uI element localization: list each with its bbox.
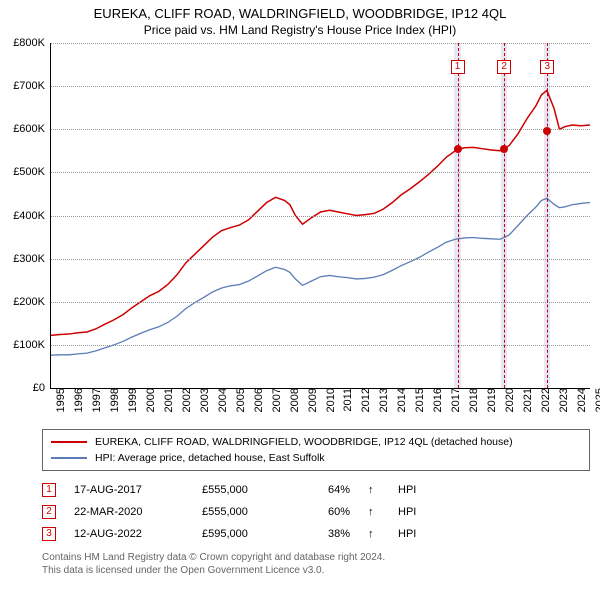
x-axis-label: 2005 — [231, 388, 247, 412]
transaction-table: 1 17-AUG-2017 £555,000 64% ↑ HPI 2 22-MAR-2020 £… — [42, 479, 590, 545]
marker-vline — [458, 43, 459, 388]
transaction-pct: 60% — [310, 506, 350, 518]
legend-swatch-hpi — [51, 457, 87, 459]
transaction-marker-box: 2 — [497, 60, 511, 74]
price-chart: £0£100K£200K£300K£400K£500K£600K£700K£80… — [50, 43, 590, 389]
transaction-date: 22-MAR-2020 — [74, 506, 184, 518]
x-axis-label: 2013 — [374, 388, 390, 412]
x-axis-label: 2020 — [500, 388, 516, 412]
gridline-h — [51, 259, 590, 260]
x-axis-label: 2008 — [285, 388, 301, 412]
arrow-up-icon: ↑ — [368, 506, 380, 518]
x-axis-label: 2002 — [177, 388, 193, 412]
transaction-dot — [543, 127, 551, 135]
transaction-price: £595,000 — [202, 528, 292, 540]
x-axis-label: 2025 — [590, 388, 600, 412]
transaction-index-box: 1 — [42, 483, 56, 497]
transaction-date: 12-AUG-2022 — [74, 528, 184, 540]
legend-label-hpi: HPI: Average price, detached house, East… — [95, 452, 325, 464]
legend-label-subject: EUREKA, CLIFF ROAD, WALDRINGFIELD, WOODB… — [95, 436, 513, 448]
arrow-up-icon: ↑ — [368, 528, 380, 540]
gridline-h — [51, 216, 590, 217]
y-axis-label: £800K — [13, 37, 51, 49]
transaction-index-box: 2 — [42, 505, 56, 519]
y-axis-label: £700K — [13, 80, 51, 92]
x-axis-label: 2010 — [321, 388, 337, 412]
transaction-dot — [500, 145, 508, 153]
transaction-pct: 38% — [310, 528, 350, 540]
x-axis-label: 2021 — [518, 388, 534, 412]
x-axis-label: 2019 — [482, 388, 498, 412]
x-axis-label: 1995 — [51, 388, 67, 412]
x-axis-label: 1997 — [87, 388, 103, 412]
x-axis-label: 2004 — [213, 388, 229, 412]
chart-title: EUREKA, CLIFF ROAD, WALDRINGFIELD, WOODB… — [0, 6, 600, 21]
chart-container: EUREKA, CLIFF ROAD, WALDRINGFIELD, WOODB… — [0, 0, 600, 590]
y-axis-label: £0 — [33, 382, 51, 394]
x-axis-label: 2017 — [446, 388, 462, 412]
x-axis-label: 2007 — [267, 388, 283, 412]
y-axis-label: £400K — [13, 210, 51, 222]
x-axis-label: 2016 — [428, 388, 444, 412]
legend: EUREKA, CLIFF ROAD, WALDRINGFIELD, WOODB… — [42, 429, 590, 471]
y-axis-label: £600K — [13, 123, 51, 135]
transaction-marker-box: 1 — [451, 60, 465, 74]
y-axis-label: £100K — [13, 339, 51, 351]
x-axis-label: 1999 — [123, 388, 139, 412]
gridline-h — [51, 86, 590, 87]
gridline-h — [51, 43, 590, 44]
x-axis-label: 2006 — [249, 388, 265, 412]
x-axis-label: 2024 — [572, 388, 588, 412]
transaction-date: 17-AUG-2017 — [74, 484, 184, 496]
chart-subtitle: Price paid vs. HM Land Registry's House … — [0, 23, 600, 37]
transaction-dot — [454, 145, 462, 153]
transaction-relative-to: HPI — [398, 484, 416, 496]
transaction-index-box: 3 — [42, 527, 56, 541]
footnote-line-1: Contains HM Land Registry data © Crown c… — [42, 551, 590, 564]
y-axis-label: £200K — [13, 296, 51, 308]
x-axis-label: 1996 — [69, 388, 85, 412]
marker-vline — [504, 43, 505, 388]
x-axis-label: 2014 — [392, 388, 408, 412]
arrow-up-icon: ↑ — [368, 484, 380, 496]
x-axis-label: 2023 — [554, 388, 570, 412]
gridline-h — [51, 129, 590, 130]
series-hpi — [51, 198, 590, 355]
footnote: Contains HM Land Registry data © Crown c… — [42, 551, 590, 577]
legend-row-hpi: HPI: Average price, detached house, East… — [51, 450, 581, 466]
x-axis-label: 1998 — [105, 388, 121, 412]
footnote-line-2: This data is licensed under the Open Gov… — [42, 564, 590, 577]
transaction-pct: 64% — [310, 484, 350, 496]
x-axis-label: 2018 — [464, 388, 480, 412]
transaction-row: 1 17-AUG-2017 £555,000 64% ↑ HPI — [42, 479, 590, 501]
x-axis-label: 2000 — [141, 388, 157, 412]
y-axis-label: £300K — [13, 253, 51, 265]
gridline-h — [51, 172, 590, 173]
x-axis-label: 2003 — [195, 388, 211, 412]
title-block: EUREKA, CLIFF ROAD, WALDRINGFIELD, WOODB… — [0, 0, 600, 37]
legend-row-subject: EUREKA, CLIFF ROAD, WALDRINGFIELD, WOODB… — [51, 434, 581, 450]
x-axis-label: 2022 — [536, 388, 552, 412]
transaction-row: 3 12-AUG-2022 £595,000 38% ↑ HPI — [42, 523, 590, 545]
x-axis-label: 2015 — [410, 388, 426, 412]
transaction-price: £555,000 — [202, 484, 292, 496]
transaction-price: £555,000 — [202, 506, 292, 518]
legend-swatch-subject — [51, 441, 87, 443]
plot-area: £0£100K£200K£300K£400K£500K£600K£700K£80… — [50, 43, 590, 389]
transaction-row: 2 22-MAR-2020 £555,000 60% ↑ HPI — [42, 501, 590, 523]
gridline-h — [51, 302, 590, 303]
transaction-marker-box: 3 — [540, 60, 554, 74]
marker-vline — [547, 43, 548, 388]
transaction-relative-to: HPI — [398, 506, 416, 518]
x-axis-label: 2009 — [303, 388, 319, 412]
gridline-h — [51, 345, 590, 346]
series-subject — [51, 90, 590, 335]
transaction-relative-to: HPI — [398, 528, 416, 540]
y-axis-label: £500K — [13, 166, 51, 178]
x-axis-label: 2011 — [338, 388, 354, 412]
x-axis-label: 2001 — [159, 388, 175, 412]
x-axis-label: 2012 — [356, 388, 372, 412]
